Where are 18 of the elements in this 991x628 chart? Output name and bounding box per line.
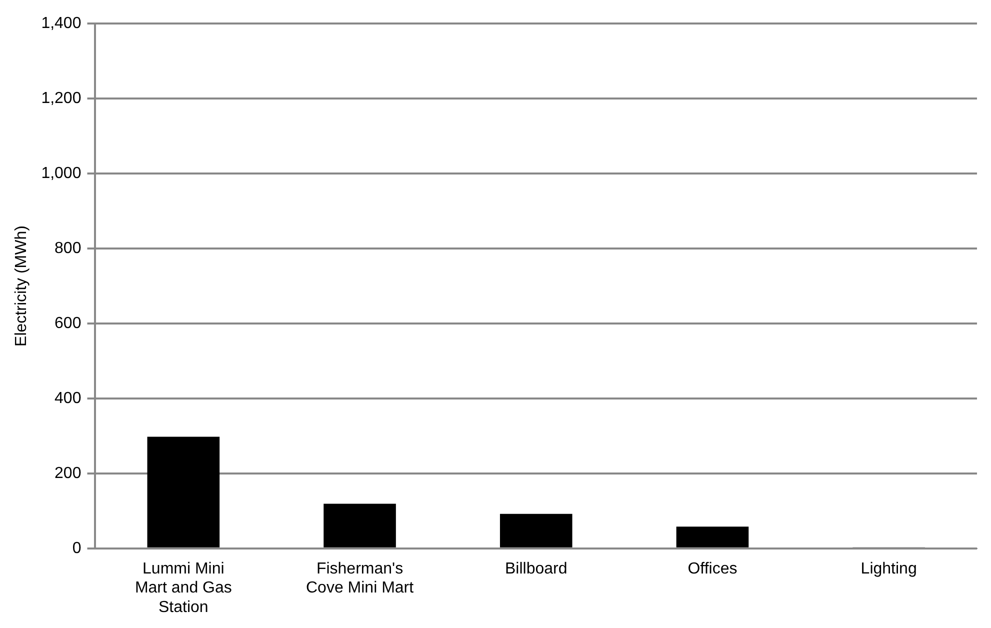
x-tick-label: Offices [688, 560, 738, 578]
bar [500, 514, 572, 548]
bar [147, 436, 220, 548]
x-tick-label: Billboard [504, 560, 568, 578]
y-tick-label: 1,000 [41, 164, 82, 182]
bar [676, 526, 749, 548]
x-tick-label: Lighting [860, 560, 917, 578]
y-tick-label: 400 [54, 390, 82, 407]
y-tick-label: 1,400 [41, 15, 82, 32]
y-tick-label: 0 [72, 540, 82, 557]
bar [324, 504, 396, 548]
y-tick-label: 200 [54, 464, 82, 482]
y-tick-label: 600 [54, 314, 82, 332]
y-tick-label: 1,200 [41, 90, 82, 107]
x-tick-label: Fisherman's Cove Mini Mart [306, 560, 414, 597]
y-axis-title: Electricity (MWh) [13, 226, 30, 346]
x-tick-label: Lummi Mini Mart and Gas Station [134, 560, 232, 616]
y-tick-label: 800 [54, 240, 82, 257]
